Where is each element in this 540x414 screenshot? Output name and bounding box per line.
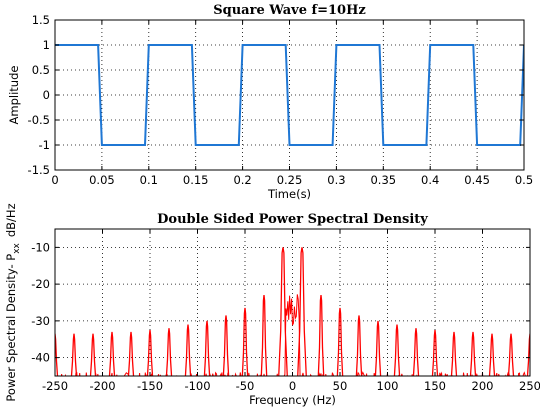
psd-peak — [412, 328, 420, 376]
psd-peak — [507, 333, 515, 376]
plot-area — [55, 44, 524, 146]
x-tick-label: 0.4 — [421, 173, 439, 187]
psd-peak — [297, 247, 307, 376]
psd-peak — [393, 324, 401, 376]
psd-peak — [488, 333, 496, 376]
psd-peak — [526, 333, 530, 376]
psd-peak — [127, 331, 135, 376]
x-tick-label: 0.2 — [233, 173, 251, 187]
x-tick-label: 0.25 — [277, 173, 303, 187]
x-tick-label: 0 — [289, 379, 296, 393]
psd-peak — [317, 295, 325, 376]
y-axis-label: Amplitude — [7, 66, 21, 125]
y-tick-label: -30 — [31, 314, 50, 328]
x-tick-label: 250 — [519, 379, 540, 393]
x-tick-label: -100 — [184, 379, 210, 393]
psd-peak — [336, 307, 344, 376]
psd-peak — [469, 331, 477, 376]
x-tick-label: 150 — [424, 379, 446, 393]
x-tick-label: -200 — [89, 379, 115, 393]
psd-peak — [431, 330, 439, 376]
y-tick-label: 1 — [43, 38, 50, 52]
y-tick-label: 0 — [43, 88, 50, 102]
y-tick-label: -0.5 — [28, 113, 50, 127]
psd-peak — [184, 324, 192, 376]
psd-peak — [278, 247, 288, 376]
y-axis-label-subscript: xx — [12, 242, 22, 253]
psd-peak — [108, 331, 116, 376]
psd-peak — [374, 320, 382, 376]
y-tick-label: -1.5 — [28, 163, 50, 177]
y-axis-label-main: Power Spectral Density- P — [4, 254, 18, 402]
y-tick-label: 1.5 — [32, 13, 50, 27]
x-tick-label: 0.5 — [515, 173, 533, 187]
chart-title: Double Sided Power Spectral Density — [157, 212, 428, 227]
y-tick-label: -20 — [31, 277, 50, 291]
x-tick-label: 50 — [333, 379, 348, 393]
x-tick-label: -150 — [137, 379, 163, 393]
psd-axes: -250 -200 -150 -100 -50 0 50 100 150 200 250 -40 -30… — [4, 203, 540, 407]
y-axis-label: Power Spectral Density- Pxx dB/Hz — [4, 203, 22, 401]
psd-peak — [222, 315, 230, 376]
series-line-square-wave — [55, 44, 524, 146]
y-tick-label: 0.5 — [32, 63, 50, 77]
x-tick-label: 0.1 — [140, 173, 158, 187]
x-tick-label: 0.35 — [370, 173, 396, 187]
psd-peak — [89, 333, 97, 376]
x-tick-label: 0.05 — [89, 173, 115, 187]
y-tick-label: -1 — [39, 138, 50, 152]
chart-title: Square Wave f=10Hz — [213, 3, 365, 18]
psd-peak — [355, 315, 363, 376]
psd-peak — [55, 333, 59, 376]
series-line-noise-floor — [60, 294, 530, 376]
x-tick-label: 0.15 — [183, 173, 209, 187]
psd-peak — [165, 328, 173, 376]
psd-peak — [203, 320, 211, 376]
x-axis-label: Time(s) — [267, 187, 311, 201]
y-tick-label: -40 — [31, 351, 50, 365]
x-tick-label: 0 — [51, 173, 58, 187]
y-axis-label-unit: dB/Hz — [4, 203, 18, 237]
psd-peak — [260, 295, 268, 376]
psd-peak — [450, 331, 458, 376]
x-tick-label: 200 — [472, 379, 494, 393]
psd-peak — [70, 333, 78, 376]
psd-peak — [241, 307, 249, 376]
psd-peak — [146, 330, 154, 376]
x-tick-label: -250 — [42, 379, 68, 393]
x-tick-label: 0.3 — [327, 173, 345, 187]
x-axis-label: Frequency (Hz) — [249, 393, 336, 407]
plot-area — [55, 247, 530, 376]
y-tick-label: -10 — [31, 240, 50, 254]
square-wave-axes: 0 0.05 0.1 0.15 0.2 0.25 0.3 0.35 0.4 0.45 0.5 -1.5… — [7, 3, 533, 201]
x-tick-label: 100 — [377, 379, 399, 393]
x-tick-label: 0.45 — [464, 173, 490, 187]
axes-frame — [54, 19, 525, 171]
x-tick-label: -50 — [236, 379, 255, 393]
